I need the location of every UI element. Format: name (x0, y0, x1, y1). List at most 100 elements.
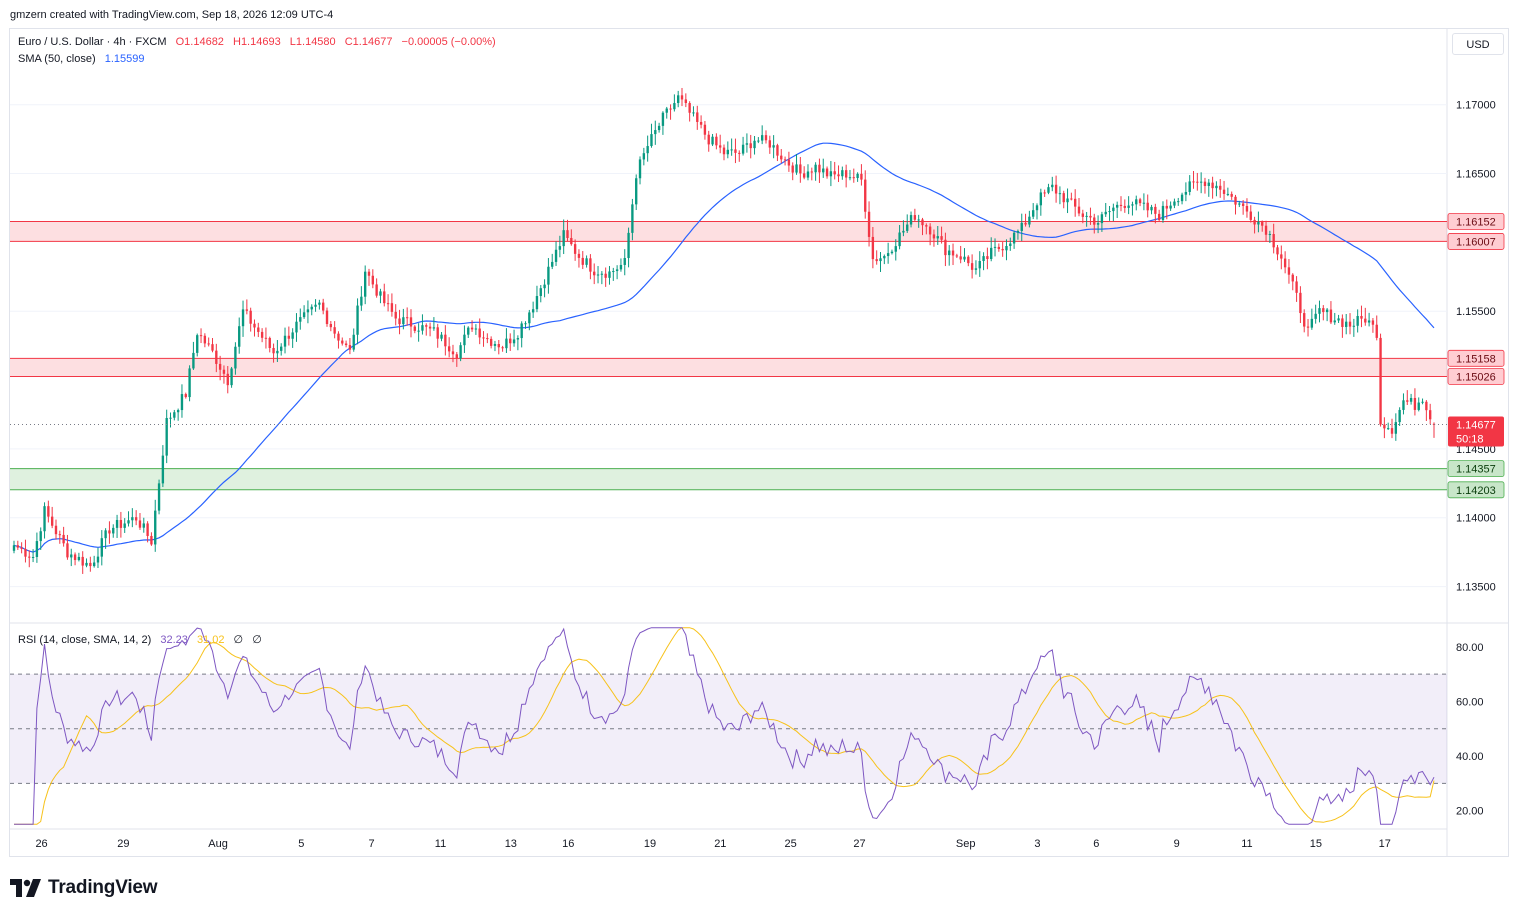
candle-body (707, 134, 710, 145)
candle-body (444, 334, 447, 347)
candle-body (1318, 308, 1321, 314)
candle-body (917, 219, 920, 221)
candle (799, 156, 802, 183)
candle-body (1192, 181, 1195, 183)
candle-body (1264, 225, 1268, 235)
candle-body (1035, 205, 1039, 211)
candle-body (39, 531, 42, 542)
candle-body (642, 153, 646, 160)
candle-body (978, 261, 981, 269)
candle (890, 249, 894, 255)
candle-body (722, 147, 726, 155)
candle (383, 283, 386, 307)
candle (280, 343, 283, 356)
candle (1306, 319, 1310, 337)
candle-body (134, 517, 138, 521)
candle-body (1165, 205, 1168, 209)
candle (1219, 179, 1222, 198)
candle-body (837, 174, 840, 177)
candle-body (1238, 203, 1241, 205)
candle (566, 219, 569, 242)
tradingview-logo[interactable]: TradingView (10, 876, 158, 900)
candle-body (1261, 221, 1264, 226)
price-axis-tick: 1.17000 (1456, 100, 1496, 112)
candle (631, 198, 634, 241)
candle (814, 162, 817, 181)
candle (921, 217, 924, 236)
candle-body (875, 259, 878, 262)
candle-body (757, 140, 760, 142)
time-axis-label: 7 (369, 838, 375, 850)
candle-body (730, 149, 733, 151)
candle (822, 158, 825, 178)
rsi-legend[interactable]: RSI (14, close, SMA, 14, 2) 32.23 31.02 … (18, 633, 262, 646)
support-zone-price-tag (1447, 460, 1505, 477)
candle (783, 156, 787, 166)
candle-body (959, 256, 962, 260)
candle-body (1180, 194, 1184, 202)
candle (1039, 188, 1043, 216)
candle (554, 241, 558, 266)
candle-body (684, 99, 688, 104)
candle-body (1207, 182, 1210, 186)
candle-body (1417, 402, 1420, 410)
candle-body (1093, 217, 1096, 225)
candle-body (409, 317, 413, 327)
candle-body (1070, 198, 1073, 200)
candle (1135, 195, 1138, 211)
candle (970, 254, 974, 279)
symbol-legend[interactable]: Euro / U.S. Dollar · 4h · FXCM O1.14682 … (18, 36, 496, 48)
candle-body (474, 328, 478, 330)
candle-body (478, 328, 481, 338)
candle-body (123, 523, 126, 528)
candle (1043, 189, 1046, 197)
candle-body (73, 554, 77, 561)
candle-body (1253, 219, 1256, 225)
candle (493, 340, 497, 352)
candle-body (119, 519, 123, 528)
candle (455, 351, 458, 367)
candle (306, 300, 310, 324)
price-axis-tick: 1.15500 (1456, 306, 1496, 318)
candle-body (558, 246, 562, 250)
candle-body (497, 343, 500, 348)
candle-body (325, 310, 329, 325)
candle (650, 123, 653, 148)
candle-body (142, 523, 145, 528)
candle (612, 267, 615, 281)
candle-body (1184, 191, 1188, 195)
candle (657, 122, 661, 133)
candle (1142, 193, 1146, 211)
candle (1196, 172, 1199, 191)
candle-body (745, 143, 749, 145)
candle (405, 307, 409, 326)
candle (1375, 315, 1378, 341)
candle-body (92, 562, 96, 567)
candle-body (810, 171, 813, 173)
currency-button[interactable]: USD (1452, 33, 1504, 55)
candle-body (1016, 230, 1020, 233)
candle (1226, 187, 1230, 197)
candle (1161, 201, 1165, 223)
candle (123, 518, 126, 533)
candle (1070, 192, 1073, 201)
sma-legend[interactable]: SMA (50, close) 1.15599 (18, 53, 144, 65)
candle-body (623, 258, 626, 265)
candle (951, 243, 955, 266)
candle-body (1352, 325, 1356, 327)
candle (386, 294, 390, 312)
candle (1127, 196, 1130, 215)
candle (669, 104, 672, 120)
candle (906, 214, 909, 233)
candle (367, 268, 371, 286)
candle (39, 527, 42, 550)
support-zone (10, 468, 1447, 490)
candle (1047, 183, 1050, 195)
candle-body (54, 525, 58, 535)
candle-body (161, 455, 165, 484)
candle (70, 548, 73, 567)
time-axis-label: 3 (1034, 838, 1040, 850)
candle-body (783, 159, 787, 161)
candle-body (436, 327, 439, 339)
